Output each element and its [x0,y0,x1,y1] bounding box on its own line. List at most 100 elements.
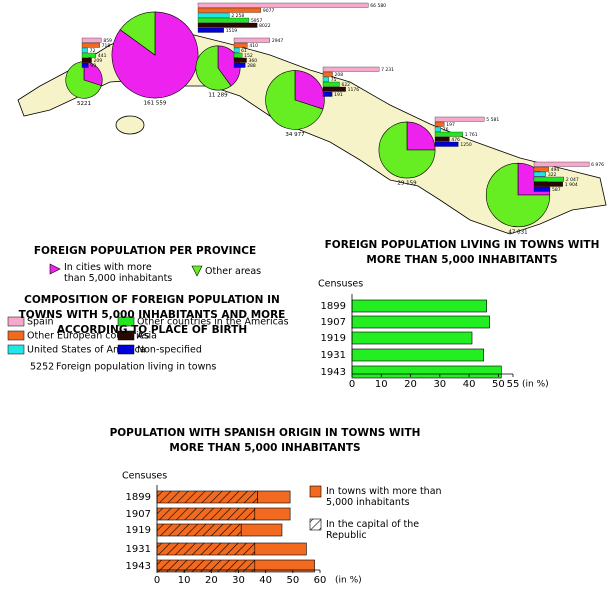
y-tick-label: 1943 [321,367,346,378]
bar-segment [240,523,283,537]
mini-bar-label: 7 231 [381,67,394,73]
bar [351,315,490,329]
pie-slice [294,70,325,110]
mini-bar [197,17,250,23]
x-tick-label: 30 [232,575,245,586]
map-title: FOREIGN POPULATION PER PROVINCE [33,245,257,257]
legend-text: In towns with more than 5,000 inhabitant… [326,486,442,508]
mini-bar [81,57,92,63]
x-tick-label: 50 [492,379,505,390]
mini-bar [81,37,102,43]
mini-bar-label: 718 [102,43,111,49]
mini-bar-label: 1250 [460,142,472,148]
y-tick-label: 1919 [126,525,151,536]
mini-bar [434,141,459,147]
bar-segment [254,507,291,521]
mini-bar-label: 476 [451,137,460,143]
bar-segment [254,542,307,556]
note-label: Foreign population living in towns [56,362,216,373]
mini-bar [81,62,89,68]
pie-total: 161 559 [144,101,167,107]
mini-bar-label: 622 [341,82,350,88]
legend-label: Other European countries [27,331,149,342]
mini-bar-label: 208 [335,72,344,78]
x-tick-label: 40 [259,575,272,586]
mini-bar [81,47,88,53]
mini-bar-label: 6 976 [591,162,604,168]
bar-segment [156,490,258,504]
bar [351,365,502,379]
x-tick-label: 0 [349,379,355,390]
mini-bar-label: 494 [551,167,560,173]
bar [351,299,487,313]
mini-bar [434,131,463,137]
island [115,115,145,135]
mini-bar-label: 75 [331,77,337,83]
y-tick-label: 1943 [126,561,151,572]
legend-swatch [117,316,135,327]
legend-label: Non-specified [137,345,202,356]
mini-bar-label: 441 [98,53,107,59]
legend-text: In the capital of the Republic [326,519,420,541]
x-tick-label: 0 [154,575,160,586]
y-tick-label: 1931 [126,544,151,555]
x-tick-label: 60 [314,575,327,586]
bar-segment [156,542,256,556]
mini-bar-label: 410 [249,43,258,49]
legend-swatch [7,316,25,327]
bar [351,348,485,362]
x-tick-label: 10 [178,575,191,586]
legend-swatch [117,330,135,341]
mini-bar [197,7,262,13]
chart-title: FOREIGN POPULATION LIVING IN TOWNS WITH … [324,239,600,266]
mini-bar [233,62,246,68]
pie-total: 47 831 [508,229,527,235]
x-tick-label: 50 [286,575,299,586]
bar-segment [156,523,242,537]
legend-text: In cities with more than 5,000 inhabitan… [64,262,173,284]
mini-bar [533,161,590,167]
mini-bar [233,42,248,48]
mini-bar [533,176,565,182]
y-axis-label: Censuses [318,279,363,290]
mini-bar-label: 61 [241,48,247,54]
mini-bar-label: 66 580 [370,3,386,9]
y-tick-label: 1899 [321,301,346,312]
pie-slice [119,11,156,56]
legend-swatch [7,330,25,341]
x-tick-label: 20 [404,379,417,390]
bar-segment [254,559,315,573]
mini-bar-label: 5957 [251,18,263,24]
mini-bar [322,81,340,87]
mini-bar [81,42,100,48]
y-tick-label: 1907 [126,509,151,520]
mini-bar [81,52,97,58]
chart-title: POPULATION WITH SPANISH ORIGIN IN TOWNS … [109,427,421,454]
mini-bar-label: 1176 [348,87,360,93]
mini-bar-label: 5 581 [486,117,499,123]
mini-bar [233,52,243,58]
pie-total: 11 289 [208,93,228,99]
mini-bar-label: 1 761 [465,132,478,138]
x-tick-label: 20 [205,575,218,586]
pie-slice [65,61,102,99]
y-tick-label: 1919 [321,333,346,344]
mini-bar-label: 2 047 [566,177,579,183]
y-tick-label: 1907 [321,317,346,328]
x-axis-label: (in %) [335,576,362,586]
mini-bar-label: 72 [90,48,96,54]
mini-bar [197,27,224,33]
mini-bar-label: 76 [443,127,449,133]
mini-bar [233,37,270,43]
x-tick-label: 55 [507,379,520,390]
legend-swatch [309,518,322,531]
mini-bar [197,12,230,18]
mini-bar [322,66,380,72]
pie-total: 29 159 [397,181,417,187]
legend-label: Spain [27,317,54,328]
mini-bar [434,126,441,132]
y-axis-label: Censuses [122,471,167,482]
mini-bar [434,121,445,127]
pie-total: 5221 [77,101,91,107]
